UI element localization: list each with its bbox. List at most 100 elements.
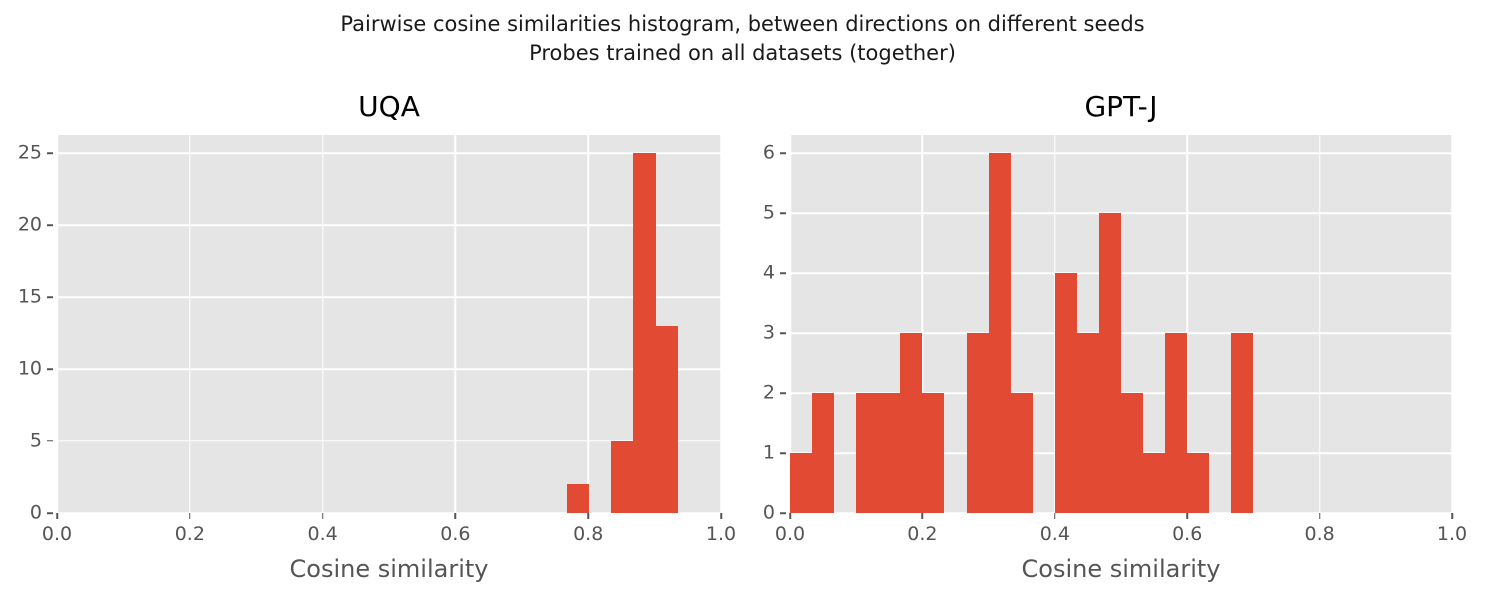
histogram-bar: [878, 393, 901, 513]
x-gridline: [1451, 135, 1452, 513]
y-tick-mark: [780, 152, 786, 154]
y-tick-label: 3: [762, 321, 775, 344]
y-tick-label: 15: [17, 285, 42, 308]
x-tick-mark: [1186, 513, 1188, 519]
x-tick-label: 0.0: [41, 523, 73, 545]
x-tick-label: 0.8: [1304, 523, 1335, 545]
histogram-bar: [1187, 453, 1210, 513]
histogram-bar: [655, 325, 678, 513]
histogram-bar: [566, 484, 590, 513]
axes-title-uqa: UQA: [358, 90, 420, 123]
x-gridline: [57, 135, 58, 513]
axes-title-gptj: GPT-J: [1084, 90, 1158, 123]
y-tick-mark: [47, 368, 53, 370]
y-tick-mark: [780, 272, 786, 274]
y-tick-mark: [780, 392, 786, 394]
x-axis-gptj: 0.0 0.2 0.4 0.6 0.8 1.0: [775, 513, 1467, 555]
y-tick-mark: [47, 440, 53, 442]
y-tick-label: 0: [762, 501, 775, 524]
x-tick-label: 0.2: [907, 523, 938, 545]
y-tick-mark: [47, 224, 53, 226]
x-tick-label: 0.4: [1039, 523, 1070, 545]
y-tick-label: 5: [29, 429, 42, 452]
x-axis-label-uqa: Cosine similarity: [289, 555, 489, 583]
x-tick-label: 1.0: [1436, 523, 1468, 545]
y-tick-label: 4: [762, 261, 775, 284]
histogram-bar: [900, 333, 923, 513]
figure-suptitle: Pairwise cosine similarities histogram, …: [0, 10, 1485, 68]
y-axis-gptj: 0 1 2 3 4 5 6: [733, 135, 790, 522]
histogram-bar: [1010, 393, 1033, 513]
x-tick-label: 0.8: [573, 523, 604, 545]
x-tick-mark: [789, 513, 791, 519]
x-tick-mark: [1054, 513, 1056, 519]
histogram-bar: [611, 441, 634, 513]
x-tick-label: 1.0: [705, 523, 737, 545]
y-tick-label: 1: [762, 441, 775, 464]
x-axis-uqa: 0.0 0.2 0.4 0.6 0.8 1.0: [42, 513, 736, 555]
x-tick-label: 0.2: [174, 523, 205, 545]
histogram-bar: [633, 153, 656, 513]
suptitle-line1: Pairwise cosine similarities histogram, …: [340, 12, 1145, 36]
x-tick-label: 0.4: [307, 523, 338, 545]
histogram-bar: [988, 153, 1011, 513]
y-tick-mark: [780, 452, 786, 454]
x-tick-label: 0.6: [1172, 523, 1203, 545]
y-gridline: [57, 368, 721, 370]
x-gridline: [321, 135, 324, 513]
x-tick-mark: [921, 513, 924, 519]
y-tick-mark: [47, 296, 53, 298]
x-gridline: [189, 135, 191, 513]
y-gridline: [57, 152, 721, 154]
x-gridline: [720, 135, 721, 513]
y-tick-mark: [47, 512, 53, 514]
histogram-bar: [922, 393, 945, 513]
x-tick-label: 0.0: [774, 523, 806, 545]
x-tick-label: 0.6: [440, 523, 471, 545]
y-tick-mark: [780, 212, 786, 214]
suptitle-line2: Probes trained on all datasets (together…: [529, 41, 956, 65]
x-tick-mark: [587, 513, 589, 519]
x-gridline: [587, 135, 589, 513]
histogram-bar: [812, 393, 835, 513]
histogram-bar: [790, 453, 813, 513]
y-tick-label: 6: [762, 141, 775, 164]
plot-area-uqa: [57, 135, 721, 513]
x-gridline: [1318, 135, 1321, 513]
y-gridline: [790, 272, 1452, 274]
histogram-bar: [856, 393, 879, 513]
histogram-bar: [1231, 333, 1254, 513]
y-tick-label: 0: [29, 501, 42, 524]
histogram-bar: [1098, 213, 1121, 513]
histogram-bar: [1121, 393, 1144, 513]
y-gridline: [57, 512, 721, 513]
y-tick-label: 10: [17, 357, 42, 380]
y-gridline: [790, 332, 1452, 334]
histogram-bar: [1165, 333, 1188, 513]
x-tick-mark: [1451, 513, 1453, 519]
x-gridline: [921, 135, 924, 513]
y-axis-uqa: 0 5 10 15 20 25: [0, 135, 57, 522]
x-gridline: [1186, 135, 1188, 513]
y-gridline: [57, 224, 721, 226]
y-tick-mark: [780, 332, 786, 334]
x-tick-mark: [189, 513, 191, 519]
histogram-bar: [1143, 453, 1166, 513]
x-tick-mark: [56, 513, 58, 519]
x-tick-mark: [321, 513, 324, 519]
histogram-bar: [1054, 273, 1077, 513]
y-gridline: [790, 152, 1452, 154]
x-gridline: [790, 135, 791, 513]
y-tick-label: 25: [17, 141, 42, 164]
y-tick-mark: [47, 152, 53, 154]
y-gridline: [57, 440, 721, 442]
histogram-bar: [966, 333, 989, 513]
y-tick-label: 20: [17, 213, 42, 236]
x-tick-mark: [720, 513, 722, 519]
y-gridline: [790, 212, 1452, 214]
x-axis-label-gptj: Cosine similarity: [1021, 555, 1221, 583]
y-tick-label: 5: [762, 201, 775, 224]
y-tick-mark: [780, 512, 786, 514]
x-gridline: [454, 135, 457, 513]
